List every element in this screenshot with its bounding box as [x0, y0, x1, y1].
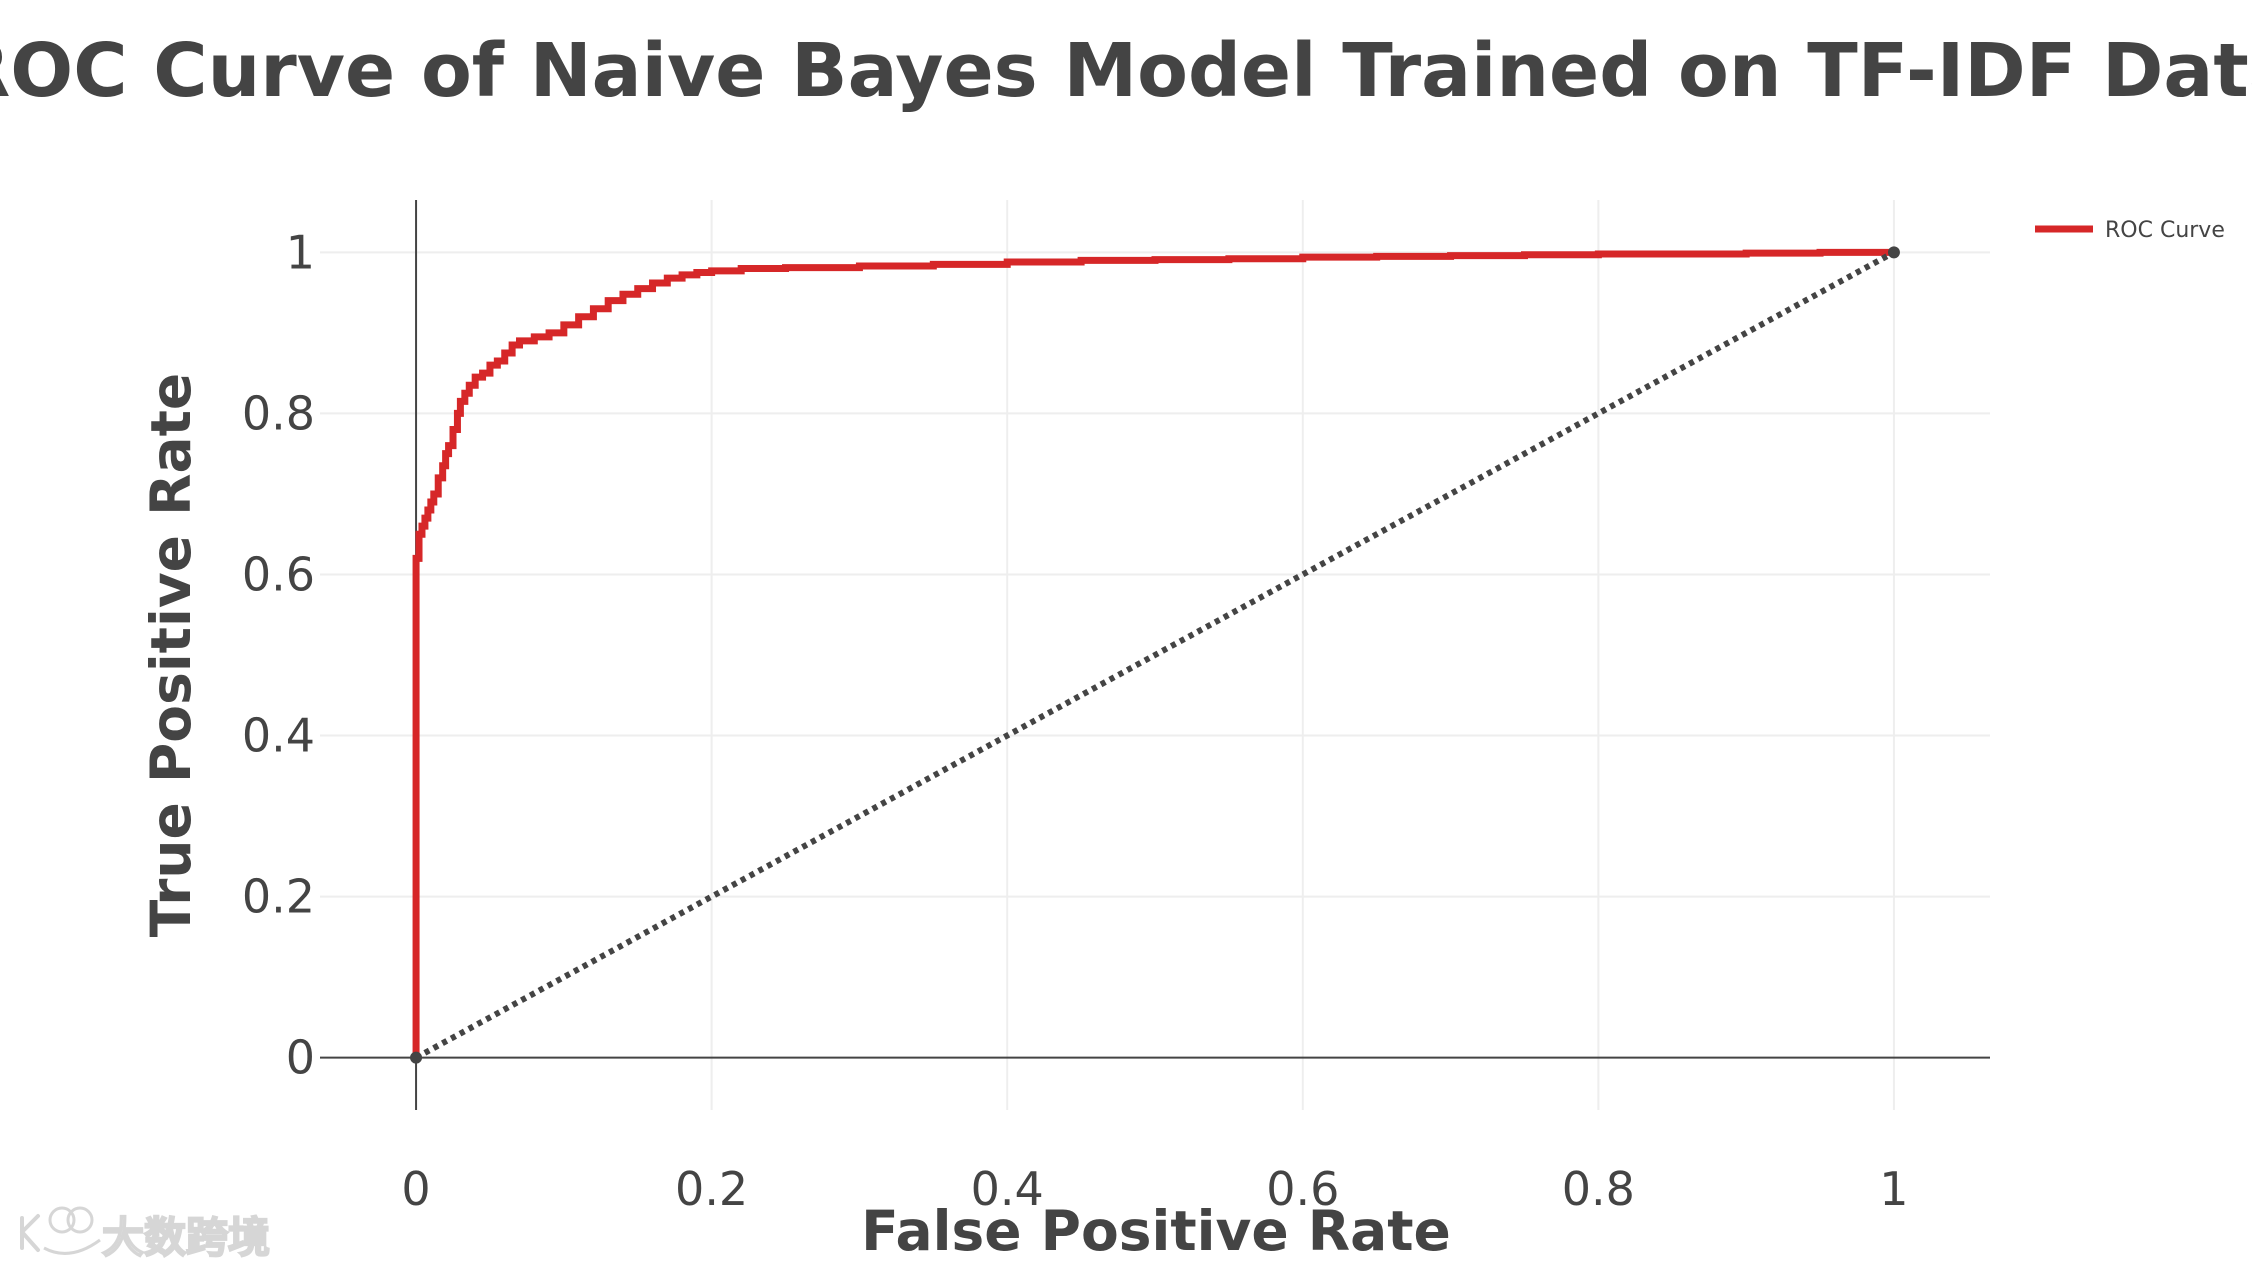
x-tick-label-2: 0.4	[971, 1162, 1044, 1216]
diagonal-point-1	[1887, 246, 1900, 259]
x-tick-label-4: 0.8	[1562, 1162, 1635, 1216]
y-tick-label-2: 0.4	[242, 709, 315, 763]
x-tick-label-1: 0.2	[675, 1162, 748, 1216]
legend-label-roc-curve: ROC Curve	[2105, 218, 2225, 243]
diagonal-point-0	[410, 1051, 423, 1064]
plot-area	[410, 246, 1900, 1064]
watermark-text: 大数跨境	[102, 1213, 270, 1262]
series-diagonal-line	[414, 249, 1896, 1061]
legend: ROC Curve	[2035, 218, 2225, 243]
y-tick-labels: 0 0.2 0.4 0.6 0.8 1	[242, 225, 315, 1084]
x-tick-label-5: 1	[1879, 1162, 1908, 1216]
x-tick-labels: 0 0.2 0.4 0.6 0.8 1	[401, 1162, 1908, 1216]
y-tick-label-4: 0.8	[242, 386, 315, 440]
x-tick-label-3: 0.6	[1266, 1162, 1339, 1216]
kuajing-logo-icon	[20, 1206, 101, 1255]
x-tick-label-0: 0	[401, 1162, 430, 1216]
x-axis-title: False Positive Rate	[861, 1199, 1451, 1263]
y-tick-label-3: 0.6	[242, 547, 315, 601]
y-tick-label-5: 1	[286, 225, 315, 279]
y-tick-label-1: 0.2	[242, 870, 315, 924]
y-tick-label-0: 0	[286, 1031, 315, 1085]
series-roc-curve-line	[412, 248, 1894, 1058]
watermark: 大数跨境	[20, 1206, 271, 1263]
y-axis-title: True Positive Rate	[139, 373, 203, 937]
chart-title: ROC Curve of Naive Bayes Model Trained o…	[0, 28, 2252, 114]
